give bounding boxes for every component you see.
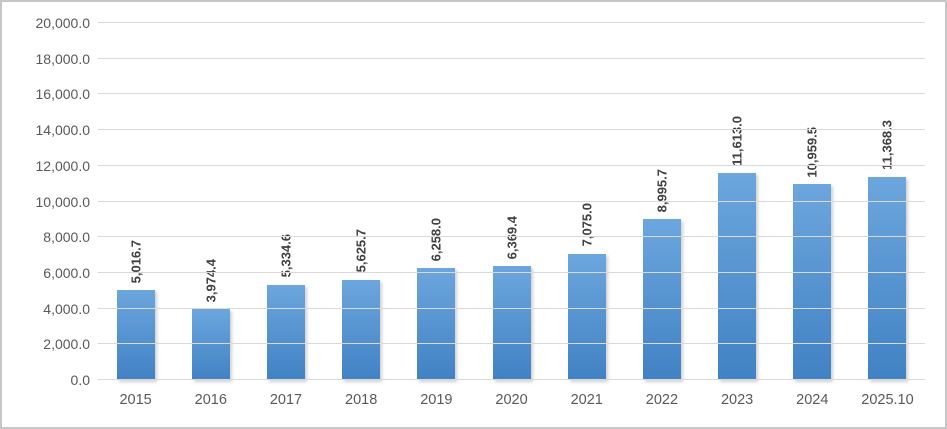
- gridline: [98, 164, 925, 166]
- gridline: [98, 93, 925, 95]
- bar: [793, 184, 832, 380]
- bar-slot: 5,625.7: [324, 23, 399, 380]
- y-axis-tick-label: 8,000.0: [43, 229, 90, 246]
- bar-slot: 5,016.7: [98, 23, 173, 380]
- y-axis-tick-label: 2,000.0: [43, 336, 90, 353]
- bar: [116, 290, 155, 380]
- bar-slot: 3,974.4: [173, 23, 248, 380]
- bar: [718, 172, 757, 380]
- bar: [342, 279, 381, 380]
- y-axis-tick-label: 12,000.0: [35, 157, 91, 174]
- gridline: [98, 57, 925, 59]
- bar: [417, 268, 456, 380]
- bar-slot: 6,258.0: [399, 23, 474, 380]
- x-axis-category-label: 2021: [570, 392, 603, 408]
- y-axis-tick-label: 10,000.0: [35, 193, 91, 210]
- x-axis-category-label: 2018: [345, 392, 378, 408]
- x-axis-category-label: 2025.10: [861, 392, 914, 408]
- x-axis-category-label: 2017: [269, 392, 303, 408]
- x-axis: 2015 2016 2017 2018 2019 2020 2021 2022 2023 2024…: [98, 392, 925, 408]
- x-axis-category-label: 2022: [645, 392, 679, 408]
- gridline: [98, 129, 925, 131]
- bar: [868, 177, 907, 380]
- gridline: [98, 236, 925, 238]
- bar-value-label: 10,959.5: [804, 126, 820, 178]
- bar-slot: 6,369.4: [474, 23, 549, 380]
- x-axis-category-label: 2019: [420, 392, 453, 408]
- gridline: [98, 200, 925, 202]
- bar: [492, 266, 531, 380]
- x-axis-category-label: 2020: [495, 392, 528, 408]
- x-axis-category-label: 2023: [720, 392, 754, 408]
- y-axis-tick-label: 20,000.0: [35, 15, 91, 31]
- y-axis-tick-label: 18,000.0: [35, 50, 91, 67]
- x-axis-category-label: 2015: [119, 392, 152, 408]
- bar-value-label: 7,075.0: [579, 203, 595, 247]
- gridline: [98, 271, 925, 273]
- y-axis: 0.0 2,000.0 4,000.0 6,000.0 8,000.0 10,000.0 1…: [2, 16, 91, 387]
- bar-value-label: 5,016.7: [128, 240, 144, 284]
- bar-slot: 7,075.0: [549, 23, 624, 380]
- plot-area: 5,016.7 3,974.4 5,334.6 5,625.7 6,258.0 6,369…: [98, 22, 925, 380]
- bar-value-label: 6,369.4: [504, 215, 520, 260]
- x-axis-category-label: 2024: [796, 392, 829, 408]
- bar-slot: 5,334.6: [248, 23, 323, 380]
- bar: [191, 309, 230, 380]
- gridline: [98, 22, 925, 23]
- bar: [567, 253, 606, 380]
- y-axis-tick-label: 4,000.0: [43, 300, 90, 317]
- bar: [642, 219, 681, 380]
- y-axis-tick-label: 6,000.0: [43, 264, 90, 281]
- gridline: [98, 343, 925, 345]
- y-axis-tick-label: 0.0: [70, 372, 90, 388]
- bar-value-label: 11,613.0: [729, 115, 745, 166]
- bar-value-label: 3,974.4: [203, 258, 219, 303]
- bar-slot: 10,959.5: [775, 23, 850, 380]
- gridline: [98, 307, 925, 309]
- bar-value-label: 11,368.3: [879, 120, 895, 171]
- y-axis-tick-label: 14,000.0: [35, 122, 91, 139]
- bar-value-label: 6,258.0: [428, 217, 444, 262]
- bar-slot: 11,368.3: [850, 23, 925, 380]
- bar-slot: 11,613.0: [700, 23, 775, 380]
- x-axis-category-label: 2016: [194, 392, 227, 408]
- bar-slot: 8,995.7: [624, 23, 699, 380]
- y-axis-tick-label: 16,000.0: [35, 86, 91, 103]
- bar-series: 5,016.7 3,974.4 5,334.6 5,625.7 6,258.0 6,369…: [98, 23, 925, 380]
- gridline: [98, 379, 925, 380]
- bar-value-label: 8,995.7: [654, 169, 670, 213]
- bar: [266, 284, 305, 380]
